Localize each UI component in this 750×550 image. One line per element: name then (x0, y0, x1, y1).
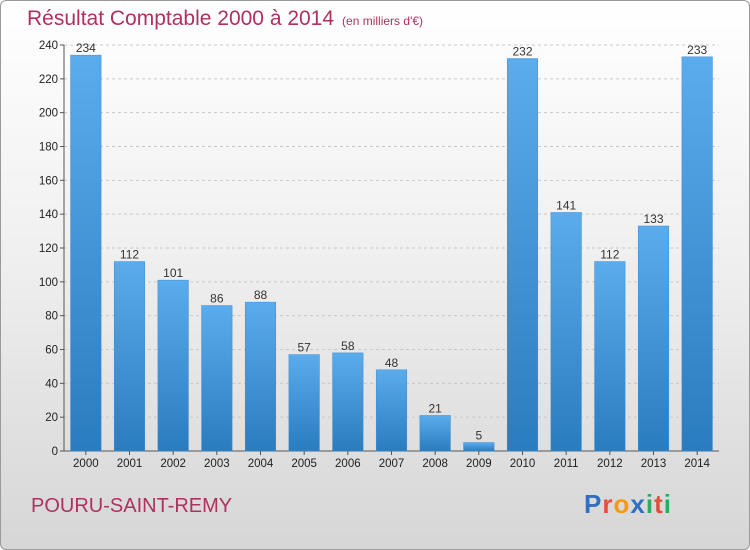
bar (157, 279, 189, 452)
bar (70, 54, 102, 452)
bar-value-label: 57 (297, 341, 311, 355)
bar-value-label: 232 (512, 45, 532, 59)
y-tick-label: 240 (39, 40, 58, 52)
logo-letter: r (602, 489, 614, 519)
x-tick-label: 2001 (117, 458, 143, 470)
x-tick-label: 2005 (291, 458, 317, 470)
bar-value-label: 234 (76, 41, 96, 55)
y-tick-label: 120 (39, 243, 58, 255)
bar-value-label: 58 (341, 339, 355, 353)
y-tick-label: 0 (52, 446, 58, 458)
x-tick-label: 2009 (466, 458, 492, 470)
y-tick-label: 160 (39, 175, 58, 187)
bar (113, 261, 146, 452)
title-unit: (en milliers d'€) (342, 14, 424, 28)
logo-letter: i (663, 489, 672, 519)
proxiti-logo: Proxiti (584, 489, 672, 520)
y-tick-label: 180 (39, 142, 58, 154)
y-tick-label: 100 (39, 277, 58, 289)
bar (594, 261, 626, 452)
bar (244, 301, 277, 452)
bar (463, 442, 495, 452)
logo-letter: i (645, 489, 655, 519)
bar-value-label: 141 (556, 198, 576, 212)
bar-value-label: 133 (643, 212, 663, 226)
bar-value-label: 233 (687, 43, 707, 57)
x-tick-label: 2011 (554, 458, 579, 470)
x-tick-label: 2004 (248, 458, 274, 470)
bar-value-label: 88 (254, 288, 268, 302)
y-tick-label: 80 (45, 311, 58, 323)
logo-letter: x (630, 489, 646, 519)
bar (419, 415, 451, 452)
bar-value-label: 48 (385, 356, 399, 370)
x-tick-label: 2010 (510, 458, 536, 470)
commune-name: POURU-SAINT-REMY (31, 495, 233, 517)
chart-title: Résultat Comptable 2000 à 2014 (en millie… (27, 7, 423, 31)
x-tick-label: 2008 (422, 458, 448, 470)
y-tick-label: 40 (45, 378, 58, 390)
y-tick-label: 140 (39, 209, 58, 221)
bar (288, 354, 320, 452)
bar (637, 225, 670, 452)
y-tick-label: 220 (39, 74, 58, 86)
logo-letter: P (584, 489, 603, 519)
bar-value-label: 112 (120, 248, 139, 262)
y-tick-label: 200 (39, 108, 58, 120)
bar (375, 369, 408, 452)
x-tick-label: 2006 (335, 458, 361, 470)
logo-letter: o (613, 489, 631, 519)
x-tick-label: 2007 (379, 458, 405, 470)
bar-value-label: 21 (428, 401, 442, 415)
y-tick-label: 60 (45, 345, 58, 357)
bar-value-label: 112 (600, 248, 619, 262)
bar (332, 352, 364, 452)
bar (681, 56, 713, 452)
y-tick-label: 20 (45, 412, 58, 424)
x-tick-label: 2014 (684, 458, 710, 470)
bar-value-label: 5 (475, 429, 482, 443)
x-tick-label: 2012 (597, 458, 623, 470)
bar (550, 212, 582, 452)
bar (201, 305, 233, 452)
bar-value-label: 101 (163, 266, 183, 280)
x-tick-label: 2000 (73, 458, 99, 470)
x-tick-label: 2013 (641, 458, 667, 470)
bar (506, 58, 539, 452)
title-text: Résultat Comptable 2000 à 2014 (27, 7, 335, 30)
bar-value-label: 86 (210, 292, 224, 306)
x-tick-label: 2002 (160, 458, 186, 470)
logo-letter: t (654, 489, 664, 519)
x-tick-label: 2003 (204, 458, 230, 470)
